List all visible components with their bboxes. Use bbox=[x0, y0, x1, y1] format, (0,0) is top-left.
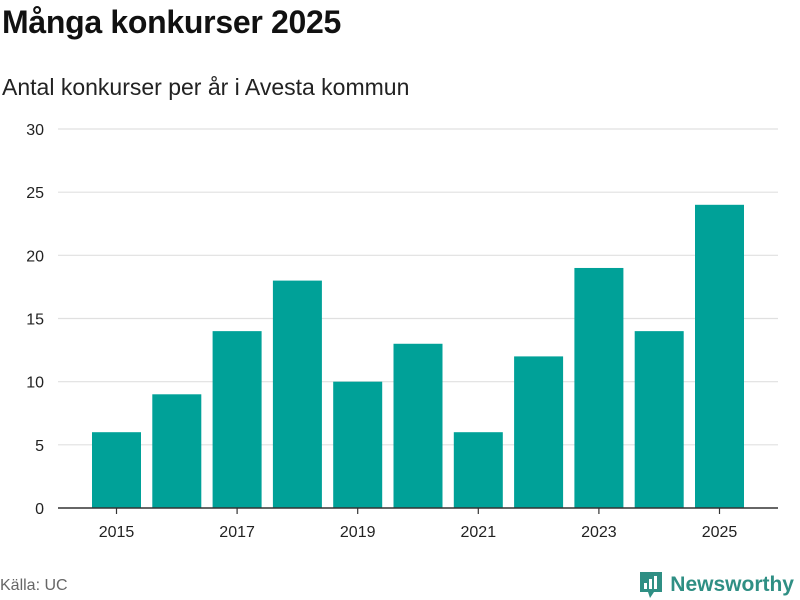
bars bbox=[92, 204, 744, 509]
x-tick-label: 2017 bbox=[219, 524, 255, 541]
bar-2017 bbox=[212, 331, 262, 508]
y-tick-label: 15 bbox=[26, 312, 44, 329]
bar-2019 bbox=[333, 381, 383, 508]
newsworthy-logo-icon bbox=[640, 572, 663, 598]
source-note: Källa: UC bbox=[0, 577, 68, 594]
chart-subtitle: Antal konkurser per år i Avesta kommun bbox=[2, 74, 410, 100]
bar-2016 bbox=[152, 394, 202, 508]
y-tick-label: 5 bbox=[35, 438, 44, 455]
bar-2020 bbox=[393, 343, 443, 508]
x-tick-label: 2021 bbox=[461, 524, 497, 541]
bar-2015 bbox=[92, 432, 141, 508]
x-tick-label: 2023 bbox=[581, 524, 617, 541]
x-tick-label: 2015 bbox=[99, 524, 135, 541]
bar-2021 bbox=[453, 432, 503, 508]
x-tick-label: 2025 bbox=[702, 524, 738, 541]
chart-title: Många konkurser 2025 bbox=[2, 4, 342, 40]
y-axis-ticks: 0 5 10 15 20 25 30 bbox=[26, 122, 44, 518]
bar-2023 bbox=[574, 267, 624, 508]
bar-2024 bbox=[634, 331, 684, 508]
brand-logo: Newsworthy bbox=[638, 570, 794, 600]
y-tick-label: 20 bbox=[26, 248, 44, 265]
y-tick-label: 10 bbox=[26, 375, 44, 392]
y-tick-label: 30 bbox=[26, 122, 44, 139]
y-tick-label: 25 bbox=[26, 185, 44, 202]
bar-2018 bbox=[272, 280, 322, 508]
bar-2022 bbox=[514, 356, 564, 508]
x-axis-ticks: 2015 2017 2019 2021 2023 2025 bbox=[99, 508, 738, 541]
y-tick-label: 0 bbox=[35, 501, 44, 518]
brand-name: Newsworthy bbox=[670, 573, 794, 596]
x-tick-label: 2019 bbox=[340, 524, 376, 541]
bar-2025 bbox=[695, 204, 744, 509]
